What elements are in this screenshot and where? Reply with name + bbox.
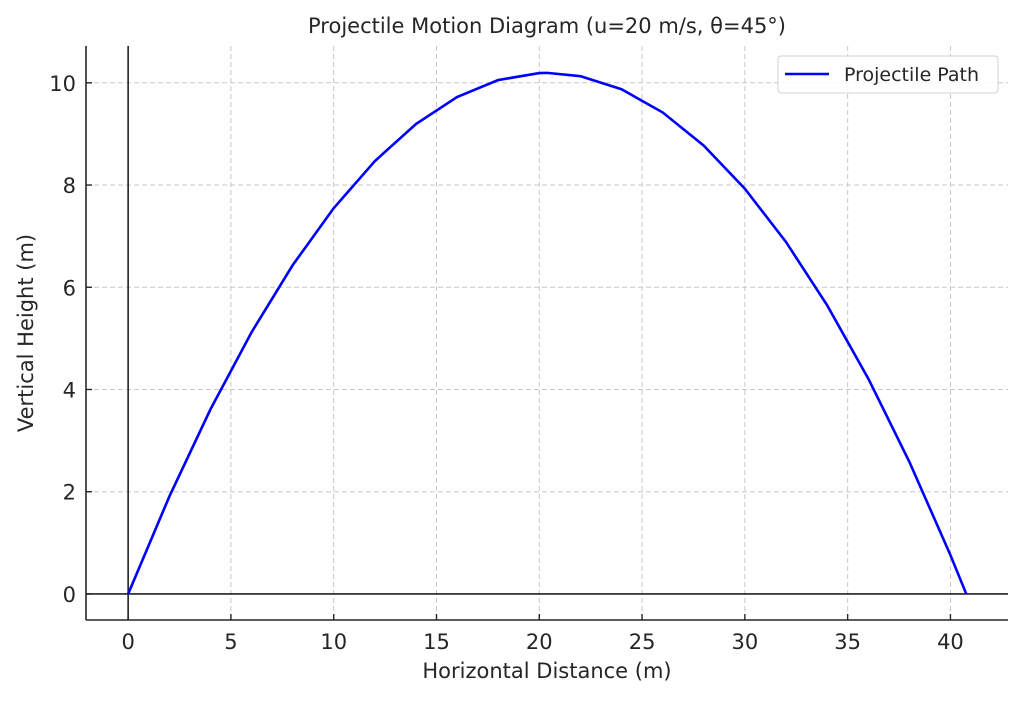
ticks: 0 5 10 15 20 25 30 35 40 0 2 4 6 8 10 (49, 72, 964, 654)
x-tick-label: 0 (121, 630, 134, 654)
grid (86, 46, 1008, 620)
y-axis-label: Vertical Height (m) (14, 234, 38, 432)
y-tick-label: 4 (63, 378, 76, 402)
x-tick-label: 35 (834, 630, 861, 654)
x-axis-label: Horizontal Distance (m) (422, 659, 671, 683)
series-line-projectile-path (126, 71, 968, 595)
x-tick-label: 10 (320, 630, 347, 654)
y-tick-label: 2 (63, 481, 76, 505)
legend: Projectile Path (777, 55, 999, 94)
x-tick-label: 25 (629, 630, 656, 654)
legend-label: Projectile Path (844, 64, 979, 86)
y-tick-label: 6 (63, 276, 76, 300)
chart-title: Projectile Motion Diagram (u=20 m/s, θ=4… (308, 14, 786, 38)
x-tick-label: 20 (526, 630, 553, 654)
y-tick-label: 10 (49, 72, 76, 96)
x-tick-label: 30 (731, 630, 758, 654)
x-tick-label: 5 (224, 630, 237, 654)
x-tick-label: 15 (423, 630, 450, 654)
x-tick-label: 40 (937, 630, 964, 654)
y-tick-label: 8 (63, 174, 76, 198)
y-tick-label: 0 (63, 583, 76, 607)
